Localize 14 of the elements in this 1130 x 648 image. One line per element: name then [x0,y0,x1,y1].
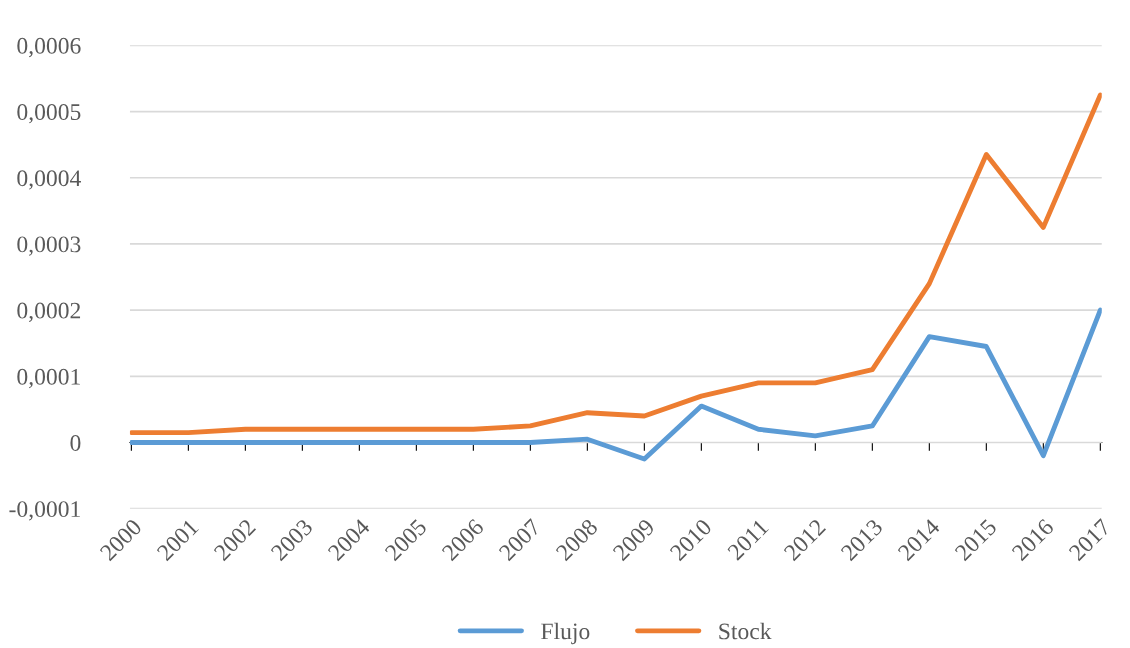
y-tick-label: 0,0003 [17,236,81,256]
legend-label: Flujo [541,622,590,645]
y-tick-label: -0,0001 [9,501,80,521]
y-tick-label: 0,0002 [17,302,81,322]
line-series [129,307,1102,462]
y-tick-label: 0 [70,434,81,451]
y-tick-label: 0,0004 [17,170,81,190]
line-series [129,92,1102,435]
y-tick-label: 0,0006 [17,37,81,58]
legend-label: Stock [719,622,772,640]
x-tick-label: 2011 [726,518,770,561]
x-tick-label: 2001 [156,518,200,562]
y-tick-label: 0,0001 [17,368,80,389]
y-tick-label: 0,0005 [17,104,81,124]
